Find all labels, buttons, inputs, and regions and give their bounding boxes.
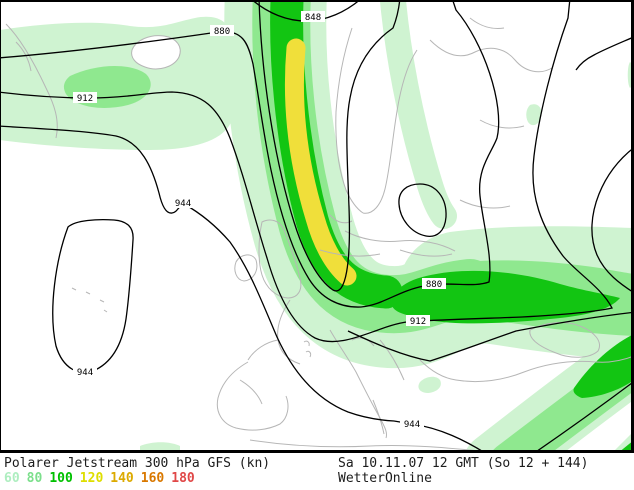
jetstream-map-canvas: 848 880 912 944 944 944 880 912 (0, 0, 634, 453)
contour-912 (0, 0, 613, 343)
contour-880 (0, 0, 500, 308)
contour-label-box (400, 418, 424, 429)
contours-layer (0, 0, 634, 453)
contour-label-box (406, 315, 430, 326)
scale-value-60: 60 (4, 471, 20, 486)
contour-br-corner (533, 380, 634, 453)
contour-label-value: 912 (77, 94, 93, 104)
scale-value-120: 120 (79, 471, 104, 486)
contour-label-value: 944 (175, 199, 191, 209)
wind-speed-scale: 60 80 100 120 140 160 180 (4, 471, 270, 486)
shade-small-blob-ne (526, 104, 542, 126)
scale-value-160: 160 (140, 471, 165, 486)
contour-label-box (73, 366, 97, 377)
map-border (0, 0, 634, 453)
shade-baltic-arm-60 (379, 0, 457, 229)
contour-right-bulge (591, 146, 634, 294)
coast-britain (258, 219, 302, 299)
shade-br-corner-100 (618, 440, 634, 453)
scale-value-80: 80 (26, 471, 43, 486)
iceland-landmass (131, 35, 181, 69)
contour-label-box (301, 11, 325, 22)
contour-label-box (422, 278, 446, 289)
coast-ireland (234, 254, 258, 282)
weather-map: 848 880 912 944 944 944 880 912 (0, 0, 634, 453)
scale-value-180: 180 (171, 471, 195, 486)
coast-norway (335, 27, 364, 214)
map-title: Polarer Jetstream 300 hPa GFS (kn) (4, 456, 271, 471)
contour-labels-layer: 848 880 912 944 944 944 880 912 (73, 11, 446, 430)
coastlines-layer (5, 17, 634, 453)
coast-finland-whitesea (429, 17, 553, 73)
coast-azores-dots (71, 287, 108, 313)
contour-east-closed-low (398, 183, 447, 237)
coast-sweden-baltic (362, 49, 418, 214)
shade-bottom-left-bit (140, 442, 180, 451)
coast-iceland (131, 35, 181, 70)
shade-br-band-100 (573, 334, 634, 398)
contour-label-value: 848 (305, 13, 321, 23)
coast-iberia (216, 361, 289, 431)
map-footer: Polarer Jetstream 300 hPa GFS (kn) 60 80 1… (0, 453, 634, 490)
contour-label-value: 880 (426, 280, 442, 290)
contour-944-main (0, 125, 487, 453)
scale-value-100: 100 (49, 471, 73, 486)
coast-north-africa (249, 399, 491, 453)
shade-med-tail-60 (418, 376, 441, 393)
coast-corsica-sardinia (303, 340, 312, 358)
contour-label-box (210, 25, 234, 36)
coast-balkans-turkey (419, 355, 634, 383)
contour-label-box (73, 92, 97, 103)
scale-value-140: 140 (110, 471, 134, 486)
contour-label-value: 944 (77, 368, 93, 378)
contour-label-value: 880 (214, 27, 230, 37)
borders-central-europe (319, 119, 525, 257)
contour-label-value: 912 (410, 317, 426, 327)
contour-inner-trough (258, 0, 401, 292)
contour-top-right (575, 36, 634, 71)
valid-time: Sa 10.11.07 12 GMT (So 12 + 144) (338, 456, 589, 471)
brand-label: WetterOnline (338, 471, 432, 486)
coast-blacksea (529, 322, 600, 358)
contour-south-branch (347, 311, 634, 362)
shade-jet-core-120 (284, 38, 357, 286)
contour-label-box (171, 197, 195, 208)
shading-120kn-layer (284, 38, 357, 286)
contour-label-value: 944 (404, 420, 420, 430)
contour-944-cutoff-low (52, 219, 134, 374)
